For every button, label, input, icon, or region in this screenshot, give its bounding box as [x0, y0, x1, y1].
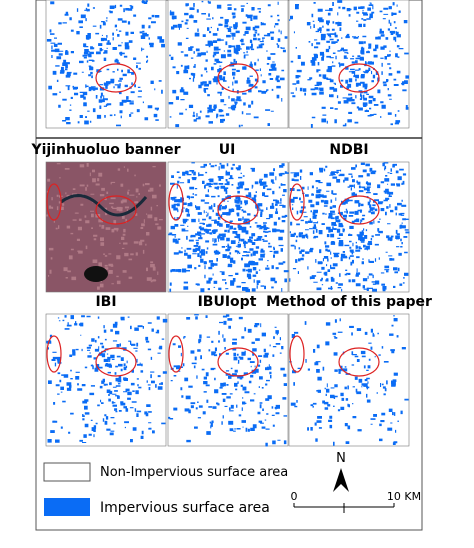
panel-title: UI	[219, 142, 236, 158]
impervious-pixels	[46, 315, 168, 443]
map-panel	[288, 313, 410, 447]
highlight	[95, 195, 137, 225]
map-panel	[288, 0, 410, 129]
impervious-pixels	[168, 0, 288, 128]
legend-swatch	[43, 462, 91, 482]
panels	[45, 0, 410, 447]
north-label: N	[336, 451, 346, 466]
highlight	[338, 347, 380, 377]
scale-bar	[293, 503, 395, 513]
highlight	[168, 183, 184, 221]
highlight	[95, 347, 137, 377]
highlight	[289, 335, 305, 373]
impervious-pixels	[46, 0, 165, 127]
panel-title: Method of this paper	[266, 294, 432, 310]
scale-label: 10 KM	[387, 490, 421, 503]
panel-title: NDBI	[329, 142, 368, 158]
highlight	[338, 63, 380, 93]
panel-title: Yijinhuoluo banner	[30, 142, 180, 158]
panel-title: IBUIopt	[198, 294, 257, 310]
water	[60, 194, 148, 217]
highlight	[46, 183, 62, 221]
map-panel	[45, 313, 167, 447]
highlight	[217, 63, 259, 93]
map-panel	[288, 161, 410, 293]
highlight	[217, 347, 259, 377]
highlight	[289, 183, 305, 221]
impervious-pixels	[289, 162, 410, 292]
impervious-pixels	[168, 162, 290, 293]
scale-label: 0	[291, 490, 298, 503]
highlight	[338, 195, 380, 225]
impervious-pixels	[168, 314, 288, 447]
lake	[84, 266, 108, 282]
panel-title: IBI	[95, 294, 116, 310]
highlight	[217, 195, 259, 225]
impervious-pixels	[289, 315, 409, 446]
north-arrow	[333, 468, 349, 492]
legend-swatch	[44, 498, 90, 516]
highlight	[95, 63, 137, 93]
highlight	[168, 335, 184, 373]
legend-label: Impervious surface area	[100, 500, 270, 516]
highlight	[46, 335, 62, 373]
legend-label: Non-Impervious surface area	[100, 465, 288, 480]
impervious-pixels	[289, 0, 409, 128]
